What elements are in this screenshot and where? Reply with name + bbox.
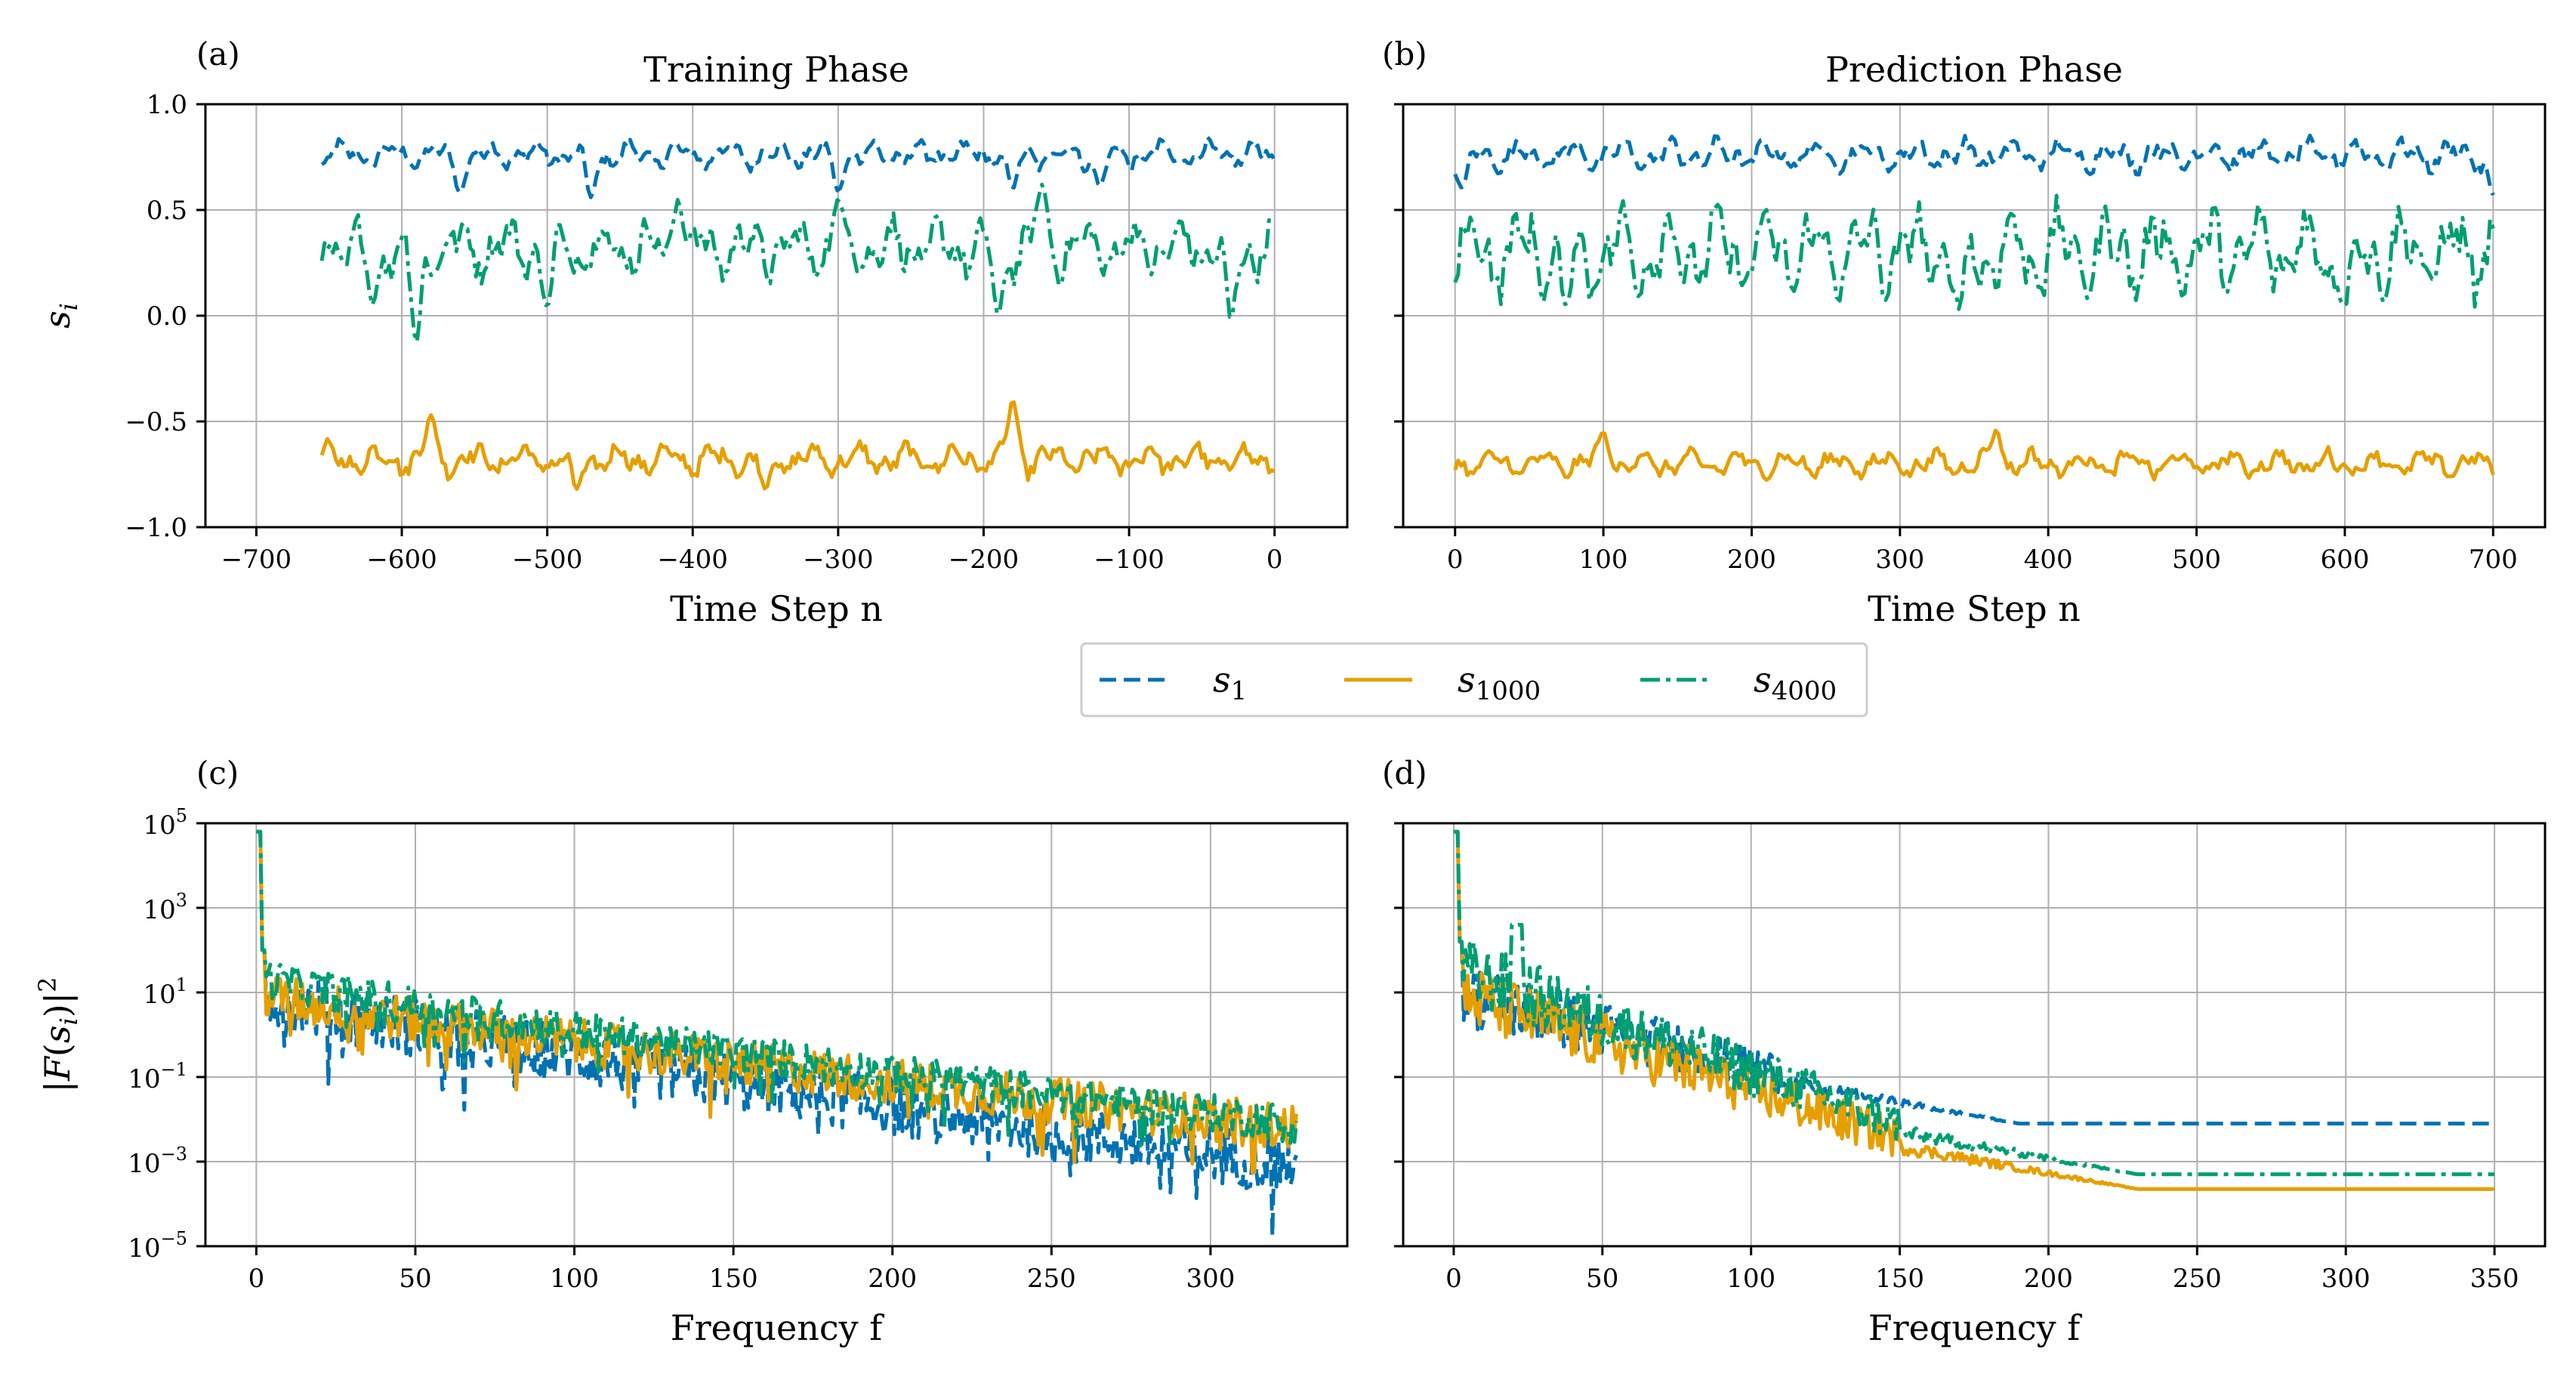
panel-a: −700 −600 −500 −400 −300 −200 −100 0 −1.0 −0.5 0.0… <box>37 35 1349 629</box>
y-tick-label: −1.0 <box>125 513 187 543</box>
x-axis-label: Frequency f <box>1868 1307 2082 1348</box>
x-tick-label: 0 <box>1445 1264 1462 1294</box>
series-line-s1 <box>1453 133 2495 196</box>
x-tick-label: 300 <box>1186 1264 1235 1294</box>
x-ticks: −700 −600 −500 −400 −300 −200 −100 0 <box>221 527 1283 575</box>
x-axis-label: Frequency f <box>671 1307 884 1348</box>
series-group <box>319 134 1276 491</box>
legend-label: s1000 <box>1458 659 1541 706</box>
x-ticks: 0 50 100 150 200 250 300 350 <box>1445 1246 2519 1294</box>
x-tick-label: 150 <box>709 1264 758 1294</box>
panel-label: (c) <box>196 755 239 792</box>
x-tick-label: 400 <box>2024 545 2073 575</box>
axes-frame <box>204 822 1349 1248</box>
legend-label: s4000 <box>1754 659 1837 706</box>
legend-item-s1000: s1000 <box>1344 659 1541 706</box>
x-tick-label: 0 <box>248 1264 265 1294</box>
y-ticks <box>1394 822 1403 1248</box>
x-tick-label: −200 <box>949 545 1019 575</box>
series-group <box>256 829 1299 1238</box>
x-tick-label: −500 <box>512 545 582 575</box>
series-line-s1000 <box>319 400 1276 491</box>
legend: s1 s1000 s4000 <box>1080 642 1868 718</box>
y-tick-label: 10−5 <box>128 1228 187 1264</box>
x-tick-label: 100 <box>1579 545 1628 575</box>
series-line-s1 <box>1453 829 2495 1126</box>
y-tick-label: 103 <box>143 890 187 925</box>
y-tick-label: 101 <box>143 974 187 1010</box>
x-tick-label: 100 <box>550 1264 599 1294</box>
legend-item-s1: s1 <box>1100 659 1247 706</box>
panel-c: 0 50 100 150 200 250 300 10−5 10−3 10−1 101 103 105(… <box>33 755 1349 1348</box>
x-ticks: 0 50 100 150 200 250 300 <box>248 1246 1235 1294</box>
x-tick-label: −700 <box>221 545 292 575</box>
chart-title: Training Phase <box>643 49 909 90</box>
x-tick-label: 50 <box>1586 1264 1618 1294</box>
y-tick-label: 105 <box>143 805 187 841</box>
y-axis-label: si <box>37 303 83 329</box>
y-tick-label: 10−3 <box>128 1143 187 1179</box>
x-tick-label: 150 <box>1875 1264 1924 1294</box>
series-line-s4000 <box>1453 193 2495 311</box>
x-tick-label: 200 <box>1727 545 1776 575</box>
x-tick-label: −300 <box>803 545 873 575</box>
y-ticks <box>1394 103 1403 529</box>
x-axis-label: Time Step n <box>1868 588 2081 629</box>
panel-label: (d) <box>1382 755 1427 792</box>
series-group <box>1453 133 2495 482</box>
x-tick-label: 500 <box>2172 545 2221 575</box>
y-tick-label: −0.5 <box>125 407 187 437</box>
y-ticks: 10−5 10−3 10−1 101 103 105 <box>128 805 205 1264</box>
x-tick-label: 50 <box>399 1264 431 1294</box>
y-tick-label: 1.0 <box>147 90 187 120</box>
x-tick-label: 200 <box>2024 1264 2073 1294</box>
x-tick-label: 0 <box>1447 545 1464 575</box>
chart-title: Prediction Phase <box>1825 49 2123 90</box>
series-line-s4000 <box>256 829 1299 1150</box>
x-tick-label: 250 <box>1027 1264 1076 1294</box>
x-tick-label: 250 <box>2173 1264 2222 1294</box>
x-tick-label: 600 <box>2320 545 2369 575</box>
x-tick-label: 300 <box>2321 1264 2371 1294</box>
x-tick-label: 350 <box>2470 1264 2519 1294</box>
x-tick-label: 100 <box>1726 1264 1775 1294</box>
y-tick-label: 0.0 <box>147 301 187 332</box>
x-tick-label: 700 <box>2469 545 2518 575</box>
series-line-s4000 <box>1453 829 2495 1177</box>
panel-b: 0 100 200 300 400 500 600 700 (b) Prediction Phas… <box>1382 35 2547 629</box>
y-tick-label: 0.5 <box>147 196 187 226</box>
series-group <box>1453 829 2495 1191</box>
legend-item-s4000: s4000 <box>1640 659 1837 706</box>
legend-box <box>1080 642 1868 718</box>
series-line-s1000 <box>1453 428 2495 482</box>
x-tick-label: 300 <box>1875 545 1924 575</box>
series-line-s4000 <box>319 182 1276 344</box>
x-tick-label: 0 <box>1266 545 1283 575</box>
legend-label: s1 <box>1213 659 1247 706</box>
x-tick-label: −100 <box>1094 545 1164 575</box>
x-tick-label: −400 <box>658 545 728 575</box>
y-tick-label: 10−1 <box>128 1059 187 1094</box>
x-axis-label: Time Step n <box>670 588 883 629</box>
x-tick-label: −600 <box>366 545 437 575</box>
series-line-s1 <box>320 134 1276 199</box>
panel-label: (b) <box>1382 35 1427 73</box>
panel-label: (a) <box>196 35 240 73</box>
axes-frame <box>1402 822 2547 1248</box>
x-ticks: 0 100 200 300 400 500 600 700 <box>1447 527 2518 575</box>
y-ticks: −1.0 −0.5 0.0 0.5 1.0 <box>125 90 205 543</box>
panel-d: 0 50 100 150 200 250 300 350 (d) Frequency f <box>1382 755 2547 1348</box>
y-axis-label: |F(si)|2 <box>33 977 83 1092</box>
x-tick-label: 200 <box>868 1264 917 1294</box>
